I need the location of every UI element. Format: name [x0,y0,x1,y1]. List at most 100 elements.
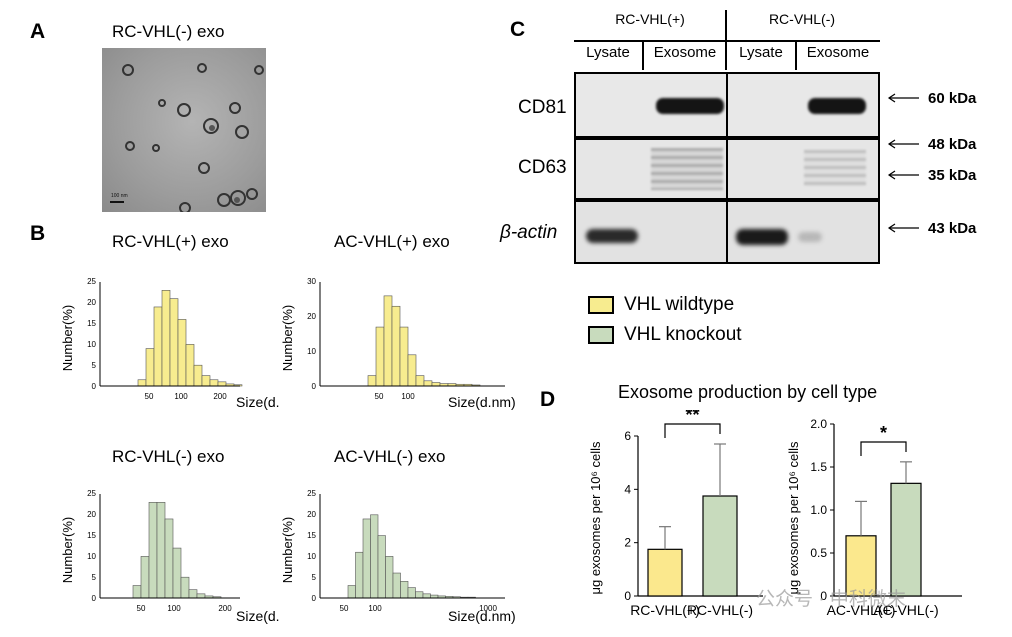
wb-marker-60: 60 kDa [928,90,977,107]
y-tick-label: 2 [624,536,631,550]
hist-2-ytick: 10 [307,347,316,356]
hist-bar [367,375,377,387]
hist-bar [148,502,158,599]
panel-label-b: B [30,222,46,245]
hist-2-ytick: 0 [312,382,317,391]
wb-lane-3: Lysate [739,44,783,61]
hist-bar [156,502,166,599]
panel-label-c: C [510,18,526,41]
hist-bar [415,591,424,599]
hist-3-xtick: 50 [137,604,146,613]
bar-chart-rc-ylabel: μg exosomes per 10⁶ cells [588,441,603,595]
wb-row-cd81: CD81 [518,97,567,118]
x-category-label: AC-VHL(+) [827,602,896,618]
hist-4-yticks: 0 5 10 15 20 25 [307,489,316,603]
hist-3-xtick: 100 [167,604,181,613]
watermark-text: 公众号 · 中科微末 [756,589,906,610]
wb-marker-arrows [887,93,919,233]
hist-1-xtick: 200 [213,392,227,401]
tem-micrograph: 100 nm [102,48,266,214]
y-tick-label: 0.5 [810,546,827,560]
wb-marker-35: 35 kDa [928,167,977,184]
bar [890,482,922,597]
hist-bar [400,581,409,599]
hist-bar [132,585,142,599]
hist-1-yticks: 0 5 10 15 20 25 [87,277,96,391]
x-category-label: RC-VHL(-) [687,602,753,618]
hist-bar [140,556,150,599]
bar-chart-ac-ylabel: μg exosomes per 10⁶ cells [786,441,801,595]
hist-bar [201,375,211,387]
hist-1-xtick: 100 [174,392,188,401]
wb-header-line [574,40,880,42]
hist-2-ytick: 20 [307,312,316,321]
hist-bar [375,326,385,387]
hist-4-xtick: 100 [368,604,382,613]
hist-2-yticks: 0 10 20 30 [307,277,316,391]
hist-bar [137,379,147,387]
hist-3-xlabel: Size(d.nm) [236,608,280,624]
hist-bar [153,306,163,387]
hist-4-bars [347,514,476,599]
hist-bar [392,572,401,599]
hist-bar [415,375,425,387]
wb-blot-divider [726,202,728,262]
tem-title: RC-VHL(-) exo [112,22,225,41]
wb-band [656,98,724,114]
y-tick-label: 1.0 [810,503,827,517]
hist-bar [422,593,431,599]
significance-bracket [860,441,907,456]
legend-item-wildtype: VHL wildtype [588,294,734,316]
hist-4-plot: Number(%) 0 5 10 15 20 25 50 100 1000 Si… [280,489,516,624]
hist-3-ytick: 25 [87,489,96,498]
hist-bar [169,298,179,387]
significance-stars: * [880,423,887,443]
wb-blot-cd63 [574,138,880,200]
hist-bar [362,518,371,599]
hist-2-xtick: 100 [401,392,415,401]
bar-chart-ac: μg exosomes per 10⁶ cells 00.51.01.52.0 … [786,417,962,618]
wb-marker-43: 43 kDa [928,220,977,237]
y-tick-label: 0 [820,589,827,603]
hist-bar [217,381,227,387]
bar [845,535,877,597]
hist-3-title: RC-VHL(-) exo [112,447,225,466]
hist-4-ytick: 10 [307,552,316,561]
hist-3-ytick: 15 [87,531,96,540]
bar-chart-rc-bars [647,443,738,597]
wb-marker-48: 48 kDa [928,136,977,153]
bar-chart-rc: μg exosomes per 10⁶ cells 0 2 4 6 ** RC-VHL… [588,410,763,618]
legend-label: VHL wildtype [624,294,735,315]
hist-1-title: RC-VHL(+) exo [112,232,229,251]
hist-bar [177,319,187,387]
panel-label-d: D [540,388,556,411]
bar-chart-ac-yticks: 0 0.5 1.0 1.5 2.0 [810,417,962,603]
wb-lane-4: Exosome [806,44,870,61]
hist-1-xtick: 50 [145,392,154,401]
panel-d-title: Exosome production by cell type [618,382,878,402]
wb-row-actin: β-actin [500,222,558,243]
y-tick-label: 0 [624,589,631,603]
hist-4-ytick: 5 [312,573,317,582]
hist-bar [399,326,409,387]
hist-bar [161,290,171,387]
wb-row-cd63: CD63 [518,157,567,178]
hist-2-xlabel: Size(d.nm) [448,394,516,410]
hist-2-title: AC-VHL(+) exo [334,232,450,251]
hist-4-title: AC-VHL(-) exo [334,447,446,466]
hist-bar [391,305,401,387]
y-tick-label: 2.0 [810,417,827,431]
hist-1-ytick: 5 [92,361,97,370]
hist-bar [423,380,433,387]
wb-lane-divider [642,42,644,70]
bar-chart-ac-significance: * [860,423,907,456]
wb-group-2: RC-VHL(-) [768,11,836,27]
hist-bar [431,382,441,387]
hist-4-ylabel: Number(%) [280,517,295,583]
significance-bracket [664,423,721,438]
hist-bar [355,551,364,599]
hist-bar [185,344,195,387]
wb-blot-divider [726,140,728,198]
wb-group-1: RC-VHL(+) [615,11,685,27]
bar-chart-rc-yticks: 0 2 4 6 [624,429,763,603]
